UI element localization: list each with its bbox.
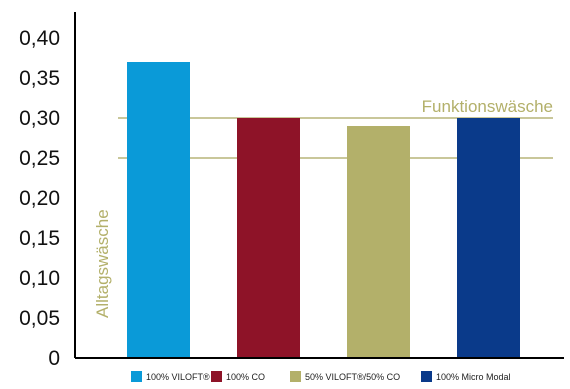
y-tick-label: 0,10 xyxy=(19,267,60,290)
legend-swatch-2 xyxy=(290,371,301,382)
y-tick-label: 0,30 xyxy=(19,107,60,130)
y-tick-label: 0,35 xyxy=(19,67,60,90)
legend-label-0: 100% VILOFT® xyxy=(146,372,210,382)
legend-swatch-3 xyxy=(421,371,432,382)
bar-0 xyxy=(127,62,190,358)
y-tick-label: 0,05 xyxy=(19,307,60,330)
annotation-alltagswaesche: Alltagswäsche xyxy=(93,209,112,318)
y-tick-labels: 0 0,05 0,10 0,15 0,20 0,25 0,30 0,35 0,40 xyxy=(19,27,60,370)
legend-label-1: 100% CO xyxy=(226,372,265,382)
legend-swatch-0 xyxy=(131,371,142,382)
bar-1 xyxy=(237,118,300,358)
annotation-funktionswaesche: Funktionswäsche xyxy=(422,97,553,116)
legend-swatch-1 xyxy=(211,371,222,382)
y-tick-label: 0,25 xyxy=(19,147,60,170)
y-tick-label: 0,20 xyxy=(19,187,60,210)
bars xyxy=(127,62,520,358)
bar-2 xyxy=(347,126,410,358)
y-tick-label: 0,15 xyxy=(19,227,60,250)
y-tick-label: 0 xyxy=(48,347,60,370)
legend-label-3: 100% Micro Modal xyxy=(436,372,511,382)
bar-3 xyxy=(457,118,520,358)
legend: 100% VILOFT® 100% CO 50% VILOFT®/50% CO 100… xyxy=(131,371,511,382)
legend-label-2: 50% VILOFT®/50% CO xyxy=(305,372,400,382)
y-axis xyxy=(74,12,564,359)
y-tick-label: 0,40 xyxy=(19,27,60,50)
